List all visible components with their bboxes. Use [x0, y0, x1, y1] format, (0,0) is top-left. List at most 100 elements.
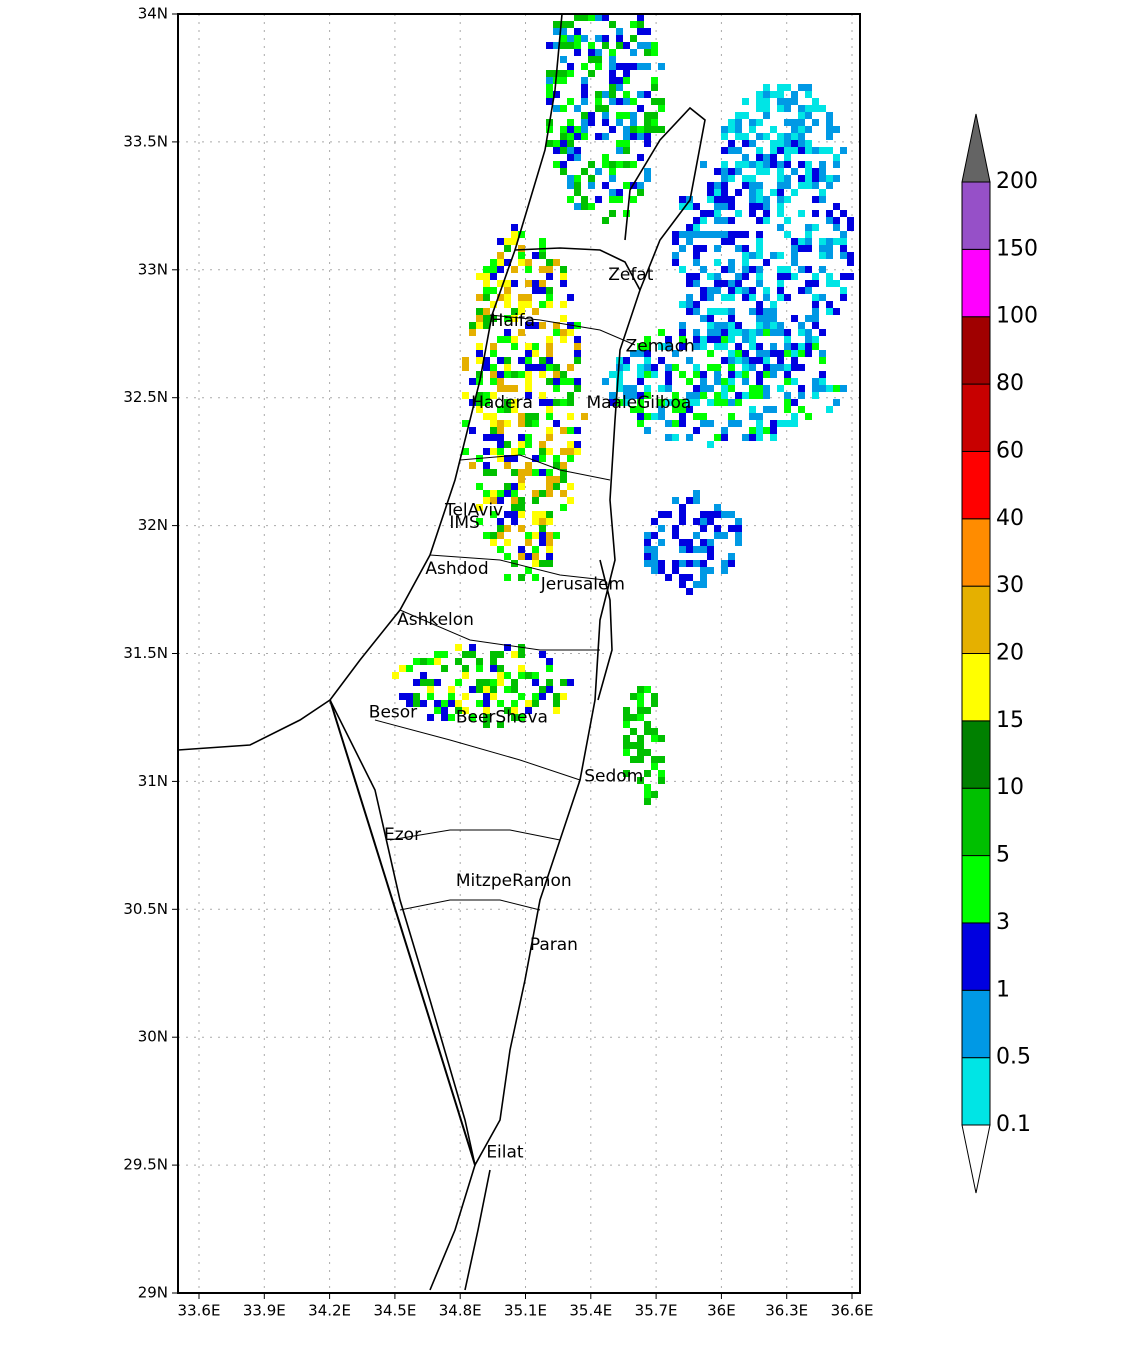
precip-cell [707, 511, 714, 518]
precip-cell [714, 525, 721, 532]
precip-cell [805, 84, 812, 91]
precip-cell [546, 546, 553, 553]
precip-cell [546, 357, 553, 364]
precip-cell [525, 259, 532, 266]
precip-cell [770, 301, 777, 308]
precip-cell [434, 707, 441, 714]
precip-cell [560, 105, 567, 112]
precip-cell [700, 385, 707, 392]
precip-cell [560, 315, 567, 322]
precip-cell [637, 686, 644, 693]
precip-cell [637, 378, 644, 385]
precip-cell [798, 322, 805, 329]
precip-cell [784, 266, 791, 273]
precip-cell [602, 14, 609, 21]
precip-cell [469, 378, 476, 385]
precip-cell [700, 315, 707, 322]
precip-cell [490, 686, 497, 693]
precip-cell [476, 308, 483, 315]
precip-cell [427, 686, 434, 693]
precip-cell [511, 385, 518, 392]
precip-cell [721, 133, 728, 140]
precip-cell [609, 63, 616, 70]
precip-cell [784, 98, 791, 105]
precip-cell [798, 287, 805, 294]
precip-cell [483, 294, 490, 301]
precip-cell [476, 504, 483, 511]
precip-cell [833, 224, 840, 231]
precip-cell [574, 350, 581, 357]
precip-cell [826, 147, 833, 154]
precip-cell [504, 301, 511, 308]
precip-cell [784, 350, 791, 357]
precip-cell [504, 707, 511, 714]
precip-cell [721, 238, 728, 245]
precip-cell [581, 126, 588, 133]
precip-cell [469, 714, 476, 721]
precip-cell [616, 196, 623, 203]
precip-cell [693, 301, 700, 308]
precip-cell [497, 651, 504, 658]
precip-cell [819, 357, 826, 364]
precip-cell [679, 301, 686, 308]
precip-cell [497, 518, 504, 525]
precip-cell [805, 224, 812, 231]
precip-cell [644, 63, 651, 70]
precip-cell [728, 553, 735, 560]
precip-cell [560, 336, 567, 343]
precip-cell [525, 539, 532, 546]
precip-cell [728, 196, 735, 203]
precip-cell [469, 462, 476, 469]
precip-cell [693, 546, 700, 553]
precip-cell [469, 399, 476, 406]
boundaries [177, 13, 706, 1291]
precip-cell [539, 301, 546, 308]
precip-cell [840, 245, 847, 252]
precip-cell [581, 35, 588, 42]
precip-cell [798, 140, 805, 147]
precip-cell [756, 343, 763, 350]
precip-cell [826, 252, 833, 259]
precip-cell [539, 371, 546, 378]
precip-cell [476, 322, 483, 329]
precip-cell [539, 469, 546, 476]
precip-cell [763, 203, 770, 210]
precip-cell [637, 126, 644, 133]
precip-cell [707, 518, 714, 525]
precip-cell [714, 182, 721, 189]
precip-cell [658, 525, 665, 532]
colorbar-label: 200 [996, 169, 1038, 194]
precip-cell [567, 427, 574, 434]
lat-tick-label: 32.5N [123, 388, 168, 406]
precip-cell [476, 483, 483, 490]
precip-cell [637, 371, 644, 378]
precip-cell [483, 721, 490, 728]
precip-cell [546, 77, 553, 84]
precip-cell [672, 399, 679, 406]
precip-cell [686, 378, 693, 385]
precip-cell [644, 728, 651, 735]
precip-cell [567, 98, 574, 105]
precip-cell [805, 343, 812, 350]
precip-cell [462, 357, 469, 364]
precip-cell [574, 49, 581, 56]
precip-cell [490, 490, 497, 497]
precip-cell [546, 448, 553, 455]
precip-cell [616, 35, 623, 42]
precip-cell [819, 294, 826, 301]
precip-cell [784, 147, 791, 154]
precip-cell [812, 105, 819, 112]
precip-cell [504, 574, 511, 581]
precip-cell [609, 161, 616, 168]
precip-cell [693, 217, 700, 224]
colorbar-bin [961, 383, 991, 452]
precip-cell [490, 350, 497, 357]
precip-cell [623, 721, 630, 728]
precip-cell [798, 112, 805, 119]
precip-cell [756, 98, 763, 105]
precip-cell [735, 287, 742, 294]
colorbar-label: 150 [996, 236, 1038, 261]
precip-cell [728, 238, 735, 245]
precip-cell [700, 210, 707, 217]
